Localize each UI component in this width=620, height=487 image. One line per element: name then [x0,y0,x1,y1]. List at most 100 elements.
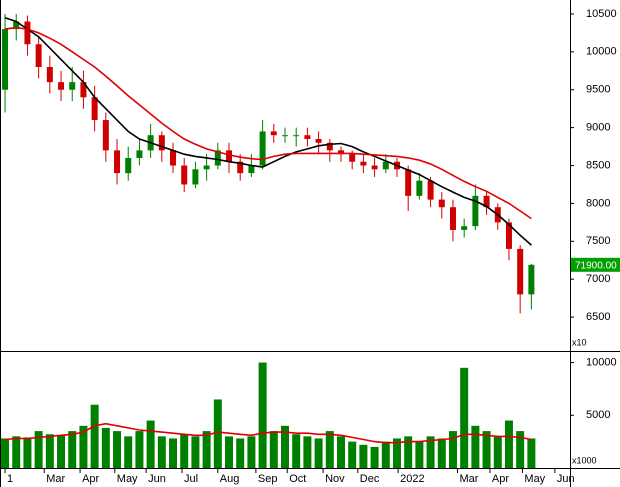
volume-bar [527,438,536,468]
candle-body [483,195,490,208]
x-tick-label: May [524,473,545,485]
y-tick-label: 10000 [586,356,617,368]
candle-body [505,222,512,249]
x-tick-label: Aug [220,473,240,485]
y-multiplier: x10 [572,337,587,347]
volume-bar [169,438,178,468]
volume-bar [493,436,502,468]
candle-body [349,154,356,162]
volume-bar [34,431,43,468]
x-tick-label: Sep [258,473,278,485]
candle-body [528,264,535,295]
volume-bar [57,435,66,468]
candle-body [472,195,479,227]
candle-body [416,180,423,196]
volume-bar [213,399,222,468]
candle-body [371,165,378,170]
moving-average [4,26,532,220]
volume-bar [314,438,323,468]
x-tick-label: Nov [325,473,345,485]
candle-body [80,82,87,98]
candle-body [203,165,210,170]
volume-bar [124,436,133,468]
candle-body [192,169,199,185]
volume-bar [370,446,379,468]
candle-body [46,66,53,83]
volume-bar [101,427,110,468]
volume-bar [460,367,469,468]
candle-body [405,169,412,196]
volume-bar [448,431,457,468]
candle-body [248,165,255,174]
x-tick-label: May [117,473,138,485]
candle-body [24,21,31,45]
y-tick-label: 10000 [586,46,617,58]
volume-bar [113,431,122,468]
candle-body [326,142,333,151]
volume-bar [437,438,446,468]
candle-body [69,82,76,90]
volume-bar [236,438,245,468]
candle-body [382,161,389,170]
x-tick-label: Mar [459,473,478,485]
x-tick-label: 1 [7,473,13,485]
candle-body [427,180,434,200]
volume-bar [281,425,289,468]
last-price-tag [571,257,620,272]
candle-body [315,138,322,143]
candle-body [170,150,177,166]
volume-bar [303,436,312,468]
volume-bar [146,420,155,468]
x-tick-label: Jun [557,473,575,485]
x-tick-label: Jun [148,473,166,485]
candle-body [35,44,42,67]
volume-bar [269,431,278,468]
candle-body [102,120,109,151]
x-tick-label: Mar [46,473,65,485]
volume-bar [516,431,525,468]
volume-bar [482,431,491,468]
volume-bar [426,436,435,468]
candle-body [226,150,233,162]
y-tick-label: 10500 [586,8,617,20]
last-price-label: 71900.00 [575,260,617,271]
candle-body [304,135,311,139]
volume-bar [359,444,368,468]
volume-bar [12,436,21,468]
volume-bar [191,436,200,468]
volume-bar [471,425,480,468]
y-multiplier: x1000 [572,455,597,465]
y-tick-label: 5000 [586,409,610,421]
moving-average [4,422,532,444]
candle-body [13,21,20,30]
candle-body [237,161,244,174]
moving-average [4,16,532,246]
volume-bar [23,437,32,468]
x-tick-label: Apr [82,473,99,485]
volume-bar [180,434,189,468]
candle-body [360,161,367,166]
y-tick-label: 9000 [586,122,610,134]
y-tick-label: 7500 [586,235,610,247]
y-tick-label: 9500 [586,84,610,96]
candle-body [517,248,524,295]
volume-bar [504,420,513,468]
candle-body [337,150,344,155]
volume-bar [415,441,424,468]
volume-bar [135,431,144,468]
candle-body [58,82,65,90]
candle-body [114,150,121,174]
x-tick-label: Oct [289,473,306,485]
volume-bar [381,441,390,468]
volume-bar [292,434,301,468]
volume-bar [157,436,166,468]
candle-body [158,135,165,151]
volume-bar [68,431,77,468]
volume-bar [45,434,54,468]
candle-body [282,135,288,137]
candle-body [293,135,300,137]
candle-body [91,97,98,121]
y-tick-label: 8500 [586,159,610,171]
volume-bar [392,438,401,468]
